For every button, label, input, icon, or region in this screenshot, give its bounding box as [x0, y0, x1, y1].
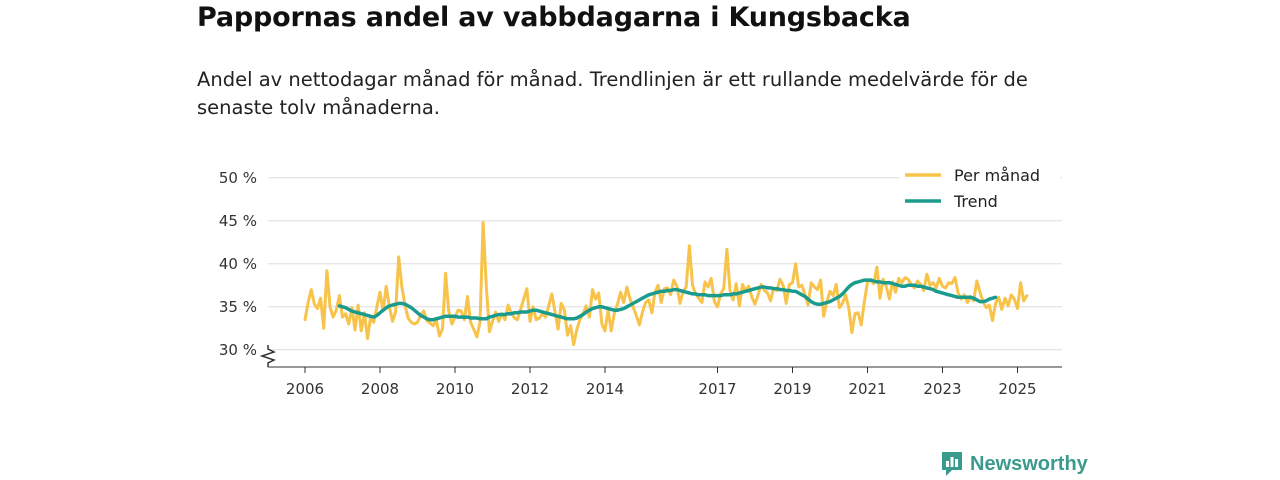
brand-name: Newsworthy	[970, 452, 1088, 475]
newsworthy-logo-icon	[942, 452, 962, 476]
series	[303, 221, 1029, 347]
x-axis	[259, 345, 1062, 368]
x-tick-label: 2023	[923, 380, 961, 398]
y-tick-label: 30 %	[219, 341, 257, 359]
x-tick-label: 2025	[998, 380, 1036, 398]
x-tick-label: 2021	[848, 380, 886, 398]
x-tick-label: 2008	[361, 380, 399, 398]
x-tick-label: 2010	[436, 380, 474, 398]
x-tick-label: 2012	[511, 380, 549, 398]
legend: Per månad Trend	[900, 158, 1060, 214]
series-line-per-manad	[303, 221, 1029, 347]
chart-subtitle: Andel av nettodagar månad för månad. Tre…	[197, 68, 1028, 119]
series-line-trend	[337, 278, 998, 322]
x-tick-label: 2014	[586, 380, 624, 398]
x-tick-label: 2017	[698, 380, 736, 398]
legend-background	[900, 158, 1060, 214]
y-tick-label: 45 %	[219, 212, 257, 230]
y-axis-ticks: 30 % 35 % 40 % 45 % 50 %	[219, 169, 257, 359]
x-axis-ticks: 2006 2008 2010 2012 2014 2017 2019 2021 2023 2025	[286, 367, 1037, 398]
x-tick-label: 2006	[286, 380, 324, 398]
y-tick-label: 35 %	[219, 298, 257, 316]
y-tick-label: 40 %	[219, 255, 257, 273]
brand: Newsworthy	[940, 450, 1088, 478]
legend-label-per-manad: Per månad	[954, 166, 1040, 185]
x-tick-label: 2019	[773, 380, 811, 398]
legend-label-trend: Trend	[953, 192, 998, 211]
y-tick-label: 50 %	[219, 169, 257, 187]
axis-break-icon	[259, 345, 276, 367]
chart-title: Pappornas andel av vabbdagarna i Kungsba…	[197, 2, 911, 33]
